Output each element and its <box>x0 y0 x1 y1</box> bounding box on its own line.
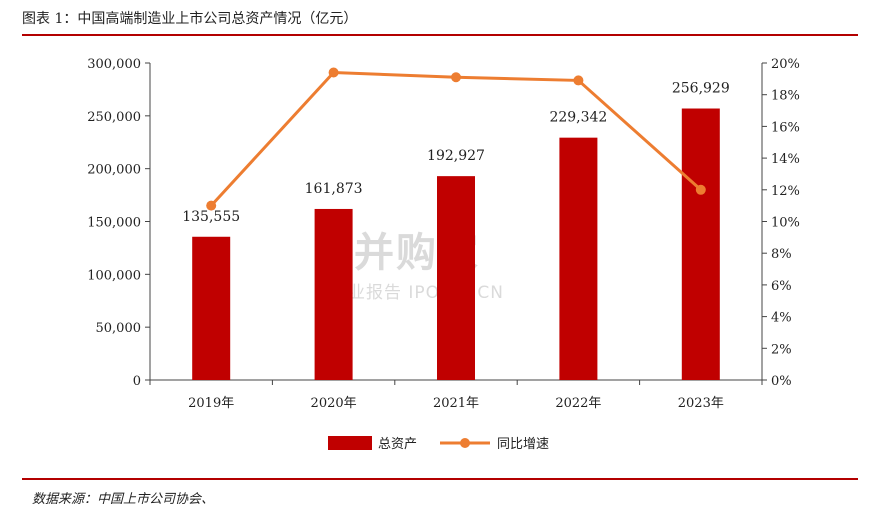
growth-point <box>206 200 217 211</box>
x-tick-label: 2021年 <box>433 396 479 411</box>
right-tick-label: 2% <box>771 342 792 357</box>
right-tick-label: 6% <box>771 279 792 294</box>
growth-point <box>328 67 339 78</box>
growth-point <box>695 184 706 195</box>
left-tick-label: 250,000 <box>87 110 141 125</box>
chart-axes: 0 50,000 100,000 150,000 200,000 250,000 300,0… <box>87 57 800 411</box>
combo-chart: 0 50,000 100,000 150,000 200,000 250,000 300,0… <box>87 57 800 452</box>
legend-swatch-point <box>460 438 470 448</box>
legend-label-bar: 总资产 <box>378 437 417 452</box>
chart-legend: 总资产 同比增速 <box>328 436 549 452</box>
bar <box>437 176 475 380</box>
left-tick-label: 50,000 <box>96 321 142 336</box>
right-tick-label: 10% <box>771 216 800 231</box>
x-tick-label: 2020年 <box>311 396 357 411</box>
growth-point <box>451 72 461 83</box>
left-tick-label: 200,000 <box>87 163 141 178</box>
right-tick-label: 18% <box>771 89 800 104</box>
x-tick-label: 2023年 <box>678 396 724 411</box>
legend-label-line: 同比增速 <box>497 437 549 452</box>
left-tick-label: 300,000 <box>87 57 141 72</box>
x-tick-label: 2022年 <box>555 396 601 411</box>
left-tick-label: 0 <box>133 374 141 389</box>
bar <box>314 208 353 380</box>
right-tick-label: 8% <box>771 247 792 262</box>
x-tick-label: 2019年 <box>188 396 234 411</box>
bottom-divider <box>22 478 858 480</box>
bar-value-label: 192,927 <box>427 148 485 164</box>
bar-series <box>192 108 720 380</box>
right-tick-label: 4% <box>771 311 792 326</box>
growth-point <box>573 75 584 86</box>
bar-value-label: 135,555 <box>182 209 240 225</box>
left-tick-label: 100,000 <box>87 268 141 283</box>
source-note: 数据来源：中国上市公司协会、 <box>32 492 215 507</box>
left-tick-label: 150,000 <box>87 216 141 231</box>
bar <box>192 236 231 380</box>
bar-value-label: 256,929 <box>672 81 730 97</box>
bar-value-label: 229,342 <box>549 110 607 126</box>
bar <box>559 137 598 380</box>
right-tick-label: 14% <box>771 152 800 167</box>
right-tick-label: 20% <box>771 57 800 72</box>
line-series <box>206 67 706 211</box>
right-tick-label: 0% <box>771 374 792 389</box>
data-labels: 135,555 161,873 192,927 229,342 256,929 <box>182 81 730 225</box>
bar <box>681 108 720 380</box>
right-tick-label: 12% <box>771 184 800 199</box>
bar-value-label: 161,873 <box>305 181 363 197</box>
figure-title: 图表 1：中国高端制造业上市公司总资产情况（亿元） <box>22 11 358 27</box>
legend-swatch-bar <box>328 436 372 450</box>
top-divider <box>22 34 858 36</box>
right-tick-label: 16% <box>771 120 800 135</box>
